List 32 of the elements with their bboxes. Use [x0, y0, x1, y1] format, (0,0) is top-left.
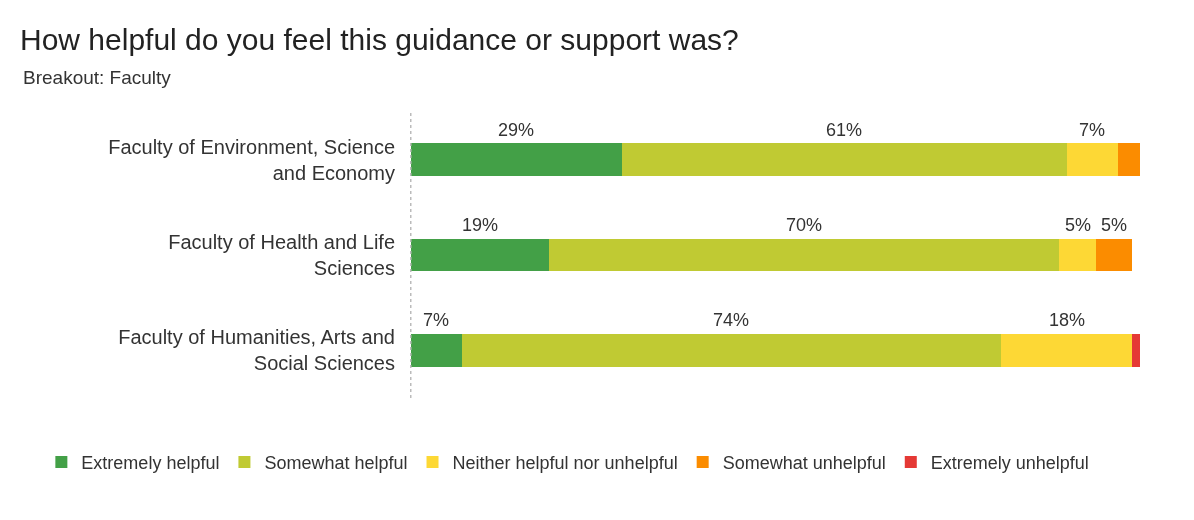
bar: [1059, 238, 1096, 272]
y-tick-label: Faculty of Health and Life Sciences: [168, 231, 395, 279]
text: Breakout: Faculty: [23, 67, 172, 88]
y-tick-label: Faculty of Environment, Science and Economy: [108, 135, 395, 184]
legend-label: Somewhat helpful: [264, 452, 408, 473]
data-label: 29%: [498, 120, 535, 140]
data-label: 70%: [786, 215, 823, 235]
bar: [461, 334, 1002, 367]
bar: [1001, 334, 1133, 367]
data-label: 7%: [423, 310, 450, 330]
legend-label: Somewhat unhelpful: [722, 452, 886, 473]
bar: [622, 143, 1067, 176]
legend-label: Extremely helpful: [81, 452, 220, 473]
y-tick-label: Faculty of Humanities, Arts and Social Sciences: [118, 326, 395, 375]
legend-label: Neither helpful nor unhelpful: [452, 452, 678, 473]
data-label: 7%: [1079, 120, 1106, 140]
bar: [410, 143, 623, 176]
bar: [1095, 238, 1133, 272]
bar: [410, 238, 550, 272]
data-label: 18%: [1049, 310, 1086, 330]
legend-label: Extremely unhelpful: [930, 452, 1089, 473]
data-label: 5%: [1065, 215, 1092, 235]
chart-title: How helpful do you feel this guidance or support was?: [20, 23, 739, 56]
data-label: 61%: [826, 120, 863, 140]
data-label: 5%: [1101, 215, 1128, 235]
bar: [549, 238, 1060, 272]
bar: [1066, 143, 1118, 176]
data-label: 74%: [713, 310, 750, 330]
bar: [1132, 334, 1140, 367]
bar: [410, 334, 462, 367]
data-label: 19%: [462, 215, 499, 235]
bar: [1117, 143, 1140, 176]
